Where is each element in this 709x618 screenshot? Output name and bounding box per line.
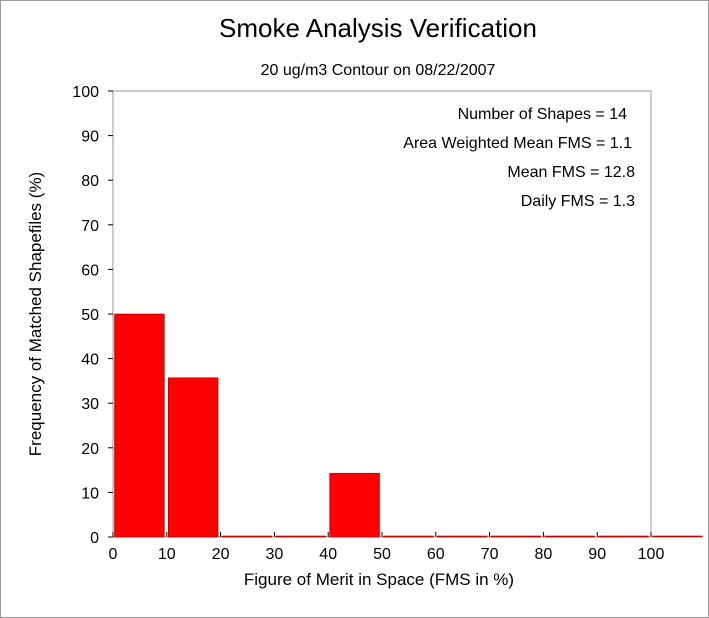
x-tick-label-10: 100 [638, 546, 665, 563]
chart-title: Smoke Analysis Verification [219, 13, 537, 43]
x-tick-label-4: 40 [319, 546, 337, 563]
y-tick-label-1: 10 [81, 485, 99, 502]
stat-annotation-0: Number of Shapes = 14 [458, 106, 628, 123]
y-tick-label-9: 90 [81, 129, 99, 146]
histogram-bar-6 [436, 535, 488, 538]
x-tick-label-5: 50 [373, 546, 391, 563]
y-tick-label-5: 50 [81, 307, 99, 324]
histogram-bar-3 [275, 535, 326, 538]
histogram-bar-7 [490, 535, 542, 538]
chart-subtitle: 20 ug/m3 Contour on 08/22/2007 [261, 62, 496, 79]
histogram-bar-5 [383, 535, 434, 538]
x-axis-label: Figure of Merit in Space (FMS in %) [244, 570, 514, 589]
x-tick-labels: 0 10 20 30 40 50 60 70 80 90 100 [109, 532, 665, 563]
x-tick-label-3: 30 [266, 546, 284, 563]
x-tick-label-6: 60 [427, 546, 445, 563]
x-tick-label-7: 70 [481, 546, 499, 563]
histogram-bar-4 [329, 472, 380, 538]
histogram-bar-9 [598, 535, 649, 538]
bars-group [114, 313, 703, 538]
y-tick-label-10: 100 [72, 84, 99, 101]
stat-annotation-2: Mean FMS = 12.8 [507, 164, 635, 181]
y-tick-label-4: 40 [81, 352, 99, 369]
y-tick-label-8: 80 [81, 173, 99, 190]
x-tick-label-0: 0 [109, 546, 118, 563]
histogram-bar-10 [652, 535, 703, 538]
y-tick-labels: 0 10 20 30 40 50 60 70 80 90 100 [72, 84, 113, 547]
y-tick-label-7: 70 [81, 218, 99, 235]
x-tick-label-8: 80 [535, 546, 553, 563]
histogram-bar-0 [114, 313, 165, 538]
y-axis-label: Frequency of Matched Shapefiles (%) [26, 172, 45, 456]
x-tick-label-9: 90 [588, 546, 606, 563]
histogram-bar-2 [221, 535, 273, 538]
x-tick-label-1: 10 [158, 546, 176, 563]
y-tick-label-3: 30 [81, 396, 99, 413]
stat-annotation-3: Daily FMS = 1.3 [521, 193, 635, 210]
histogram-bar-1 [168, 377, 219, 538]
y-tick-label-2: 20 [81, 441, 99, 458]
stat-annotation-1: Area Weighted Mean FMS = 1.1 [403, 135, 632, 152]
histogram-bar-8 [544, 535, 596, 538]
y-tick-label-6: 60 [81, 262, 99, 279]
stats-annotations: Number of Shapes = 14 Area Weighted Mean … [403, 106, 635, 210]
x-tick-label-2: 20 [212, 546, 230, 563]
y-tick-label-0: 0 [90, 530, 99, 547]
